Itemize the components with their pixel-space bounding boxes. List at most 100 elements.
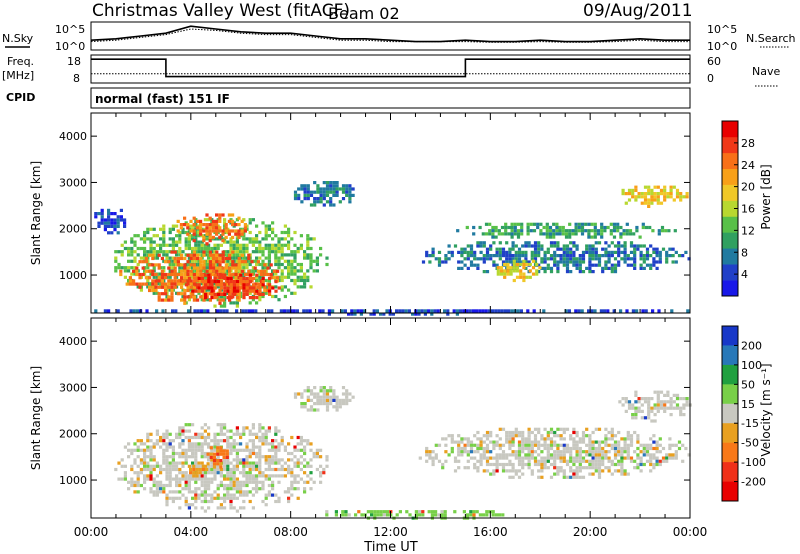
power-cell bbox=[221, 239, 225, 243]
velocity-cell bbox=[299, 439, 303, 443]
power-cell bbox=[359, 309, 363, 313]
velocity-cell bbox=[203, 490, 207, 494]
velocity-cell bbox=[200, 426, 204, 430]
power-cell bbox=[653, 185, 657, 189]
power-cell bbox=[173, 276, 177, 280]
velocity-cell bbox=[210, 477, 214, 481]
velocity-cell bbox=[549, 456, 554, 460]
power-cell bbox=[242, 262, 246, 267]
velocity-cell bbox=[601, 446, 605, 451]
power-cell bbox=[647, 188, 651, 192]
power-cell bbox=[207, 256, 211, 260]
power-cell bbox=[229, 243, 233, 247]
power-cell bbox=[329, 197, 333, 201]
velocity-cell bbox=[443, 510, 447, 514]
velocity-cell bbox=[482, 456, 486, 460]
velocity-cell bbox=[206, 462, 210, 466]
power-cell bbox=[161, 309, 165, 313]
velocity-cell bbox=[277, 496, 281, 500]
velocity-cell bbox=[645, 450, 650, 454]
power-cell bbox=[325, 193, 330, 197]
velocity-cell bbox=[239, 487, 243, 491]
power-cell bbox=[537, 254, 541, 258]
power-cell bbox=[207, 298, 211, 302]
power-cell bbox=[255, 246, 259, 251]
colorbar-swatch bbox=[722, 168, 738, 185]
power-cell bbox=[223, 301, 227, 305]
velocity-cell bbox=[479, 443, 483, 447]
power-cell bbox=[303, 197, 307, 201]
power-cell bbox=[144, 276, 148, 280]
velocity-cell bbox=[656, 393, 660, 397]
power-cell bbox=[647, 201, 651, 205]
power-cell bbox=[350, 312, 354, 316]
power-cell bbox=[224, 266, 228, 270]
power-cell bbox=[527, 241, 531, 245]
freq-left-tick-bottom: 8 bbox=[73, 72, 80, 85]
velocity-cell bbox=[553, 430, 557, 435]
velocity-cell bbox=[466, 437, 470, 441]
power-cell bbox=[207, 243, 211, 247]
power-cell bbox=[562, 260, 566, 264]
velocity-cell bbox=[594, 450, 598, 454]
velocity-cell bbox=[553, 440, 557, 444]
velocity-cell bbox=[299, 461, 303, 465]
velocity-cell bbox=[271, 458, 275, 462]
power-cell bbox=[245, 237, 249, 241]
power-echo-region bbox=[94, 309, 690, 316]
velocity-cell bbox=[178, 483, 182, 488]
power-cell bbox=[645, 257, 650, 261]
velocity-cell bbox=[674, 453, 678, 457]
power-cell bbox=[296, 246, 300, 251]
power-cell bbox=[325, 190, 330, 194]
velocity-cell bbox=[434, 443, 438, 447]
power-cell bbox=[219, 309, 223, 313]
velocity-cell bbox=[650, 419, 654, 423]
power-cell bbox=[159, 227, 163, 231]
power-cell bbox=[625, 222, 629, 226]
velocity-cell bbox=[591, 450, 595, 454]
power-cell bbox=[505, 250, 509, 254]
power-cell bbox=[669, 188, 673, 192]
power-cell bbox=[130, 272, 134, 276]
power-cell bbox=[476, 241, 480, 245]
power-cell bbox=[184, 246, 188, 251]
power-cell bbox=[593, 222, 597, 226]
power-cell bbox=[543, 254, 547, 258]
power-cell bbox=[303, 253, 307, 257]
velocity-cell bbox=[239, 442, 243, 446]
power-echo-region bbox=[456, 222, 677, 239]
velocity-cell bbox=[682, 403, 686, 407]
velocity-cell bbox=[191, 461, 195, 465]
velocity-cell bbox=[569, 466, 573, 470]
velocity-cell bbox=[469, 456, 474, 460]
power-cell bbox=[520, 222, 524, 226]
power-cell bbox=[587, 235, 591, 239]
power-cell bbox=[146, 266, 150, 270]
velocity-cell bbox=[460, 450, 464, 454]
velocity-cell bbox=[562, 459, 566, 463]
power-cell bbox=[520, 232, 524, 236]
velocity-cell bbox=[556, 434, 560, 438]
velocity-cell bbox=[274, 461, 278, 465]
velocity-cell bbox=[242, 483, 246, 488]
velocity-cell bbox=[303, 448, 307, 452]
y-tick-label: 2000 bbox=[59, 223, 87, 236]
power-cell bbox=[527, 260, 531, 264]
velocity-cell bbox=[489, 440, 493, 444]
power-cell bbox=[271, 243, 275, 247]
velocity-cell bbox=[569, 446, 573, 451]
power-cell bbox=[338, 200, 342, 204]
velocity-cell bbox=[482, 434, 486, 438]
power-cell bbox=[594, 250, 598, 254]
power-cell bbox=[176, 279, 180, 283]
velocity-cell bbox=[181, 455, 185, 459]
power-cell bbox=[609, 232, 613, 236]
velocity-cell bbox=[232, 496, 236, 500]
power-cell bbox=[180, 282, 184, 286]
power-cell bbox=[202, 298, 206, 302]
velocity-cell bbox=[232, 506, 236, 510]
power-cell bbox=[148, 253, 152, 257]
velocity-cell bbox=[562, 446, 566, 451]
velocity-cell bbox=[136, 448, 140, 452]
